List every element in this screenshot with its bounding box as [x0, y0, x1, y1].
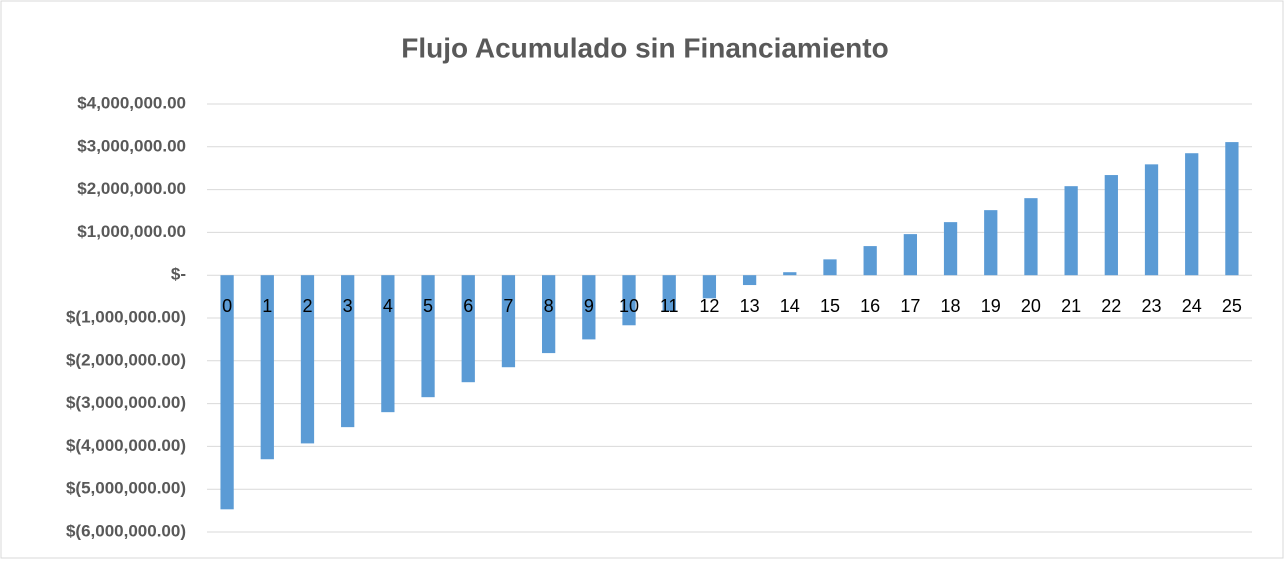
x-tick-label: 21: [1061, 296, 1081, 316]
x-tick-label: 11: [660, 296, 679, 316]
x-tick-label: 16: [860, 296, 880, 316]
x-tick-label: 2: [302, 296, 312, 316]
x-tick-label: 10: [619, 296, 639, 316]
x-tick-label: 0: [222, 296, 232, 316]
x-tick-label: 17: [900, 296, 920, 316]
bar: [903, 234, 917, 276]
y-tick-label: $1,000,000.00: [77, 222, 186, 241]
x-tick-label: 24: [1182, 296, 1202, 316]
bar: [943, 222, 958, 276]
y-tick-label: $(6,000,000.00): [66, 521, 186, 540]
bar: [622, 275, 636, 326]
y-tick-label: $(5,000,000.00): [66, 479, 186, 498]
x-tick-label: 19: [981, 296, 1001, 316]
chart-title: Flujo Acumulado sin Financiamiento: [401, 32, 888, 63]
y-tick-label: $(3,000,000.00): [66, 393, 186, 412]
bar: [421, 275, 435, 398]
bar: [984, 210, 998, 276]
x-tick-label: 9: [584, 296, 594, 316]
bar: [783, 272, 797, 276]
x-tick-label: 8: [544, 296, 554, 316]
bar: [501, 275, 516, 368]
bar: [702, 275, 717, 299]
x-tick-label: 15: [820, 296, 840, 316]
bar: [823, 259, 837, 276]
y-tick-label: $2,000,000.00: [77, 179, 186, 198]
bar: [260, 275, 274, 460]
y-tick-label: $(4,000,000.00): [66, 436, 186, 455]
bar: [742, 275, 757, 286]
y-tick-label: $-: [171, 265, 186, 284]
x-tick-label: 22: [1101, 296, 1121, 316]
bar: [582, 275, 596, 340]
bar: [1064, 186, 1078, 276]
x-tick-label: 12: [699, 296, 719, 316]
x-tick-label: 20: [1021, 296, 1041, 316]
x-tick-label: 6: [463, 296, 473, 316]
bar: [341, 275, 355, 428]
y-tick-label: $(1,000,000.00): [66, 307, 186, 326]
x-tick-label: 18: [941, 296, 961, 316]
bar: [1144, 164, 1159, 276]
x-tick-label: 13: [740, 296, 760, 316]
y-tick-label: $4,000,000.00: [77, 93, 186, 112]
bar: [1104, 175, 1118, 276]
bar: [1185, 153, 1199, 276]
bar: [220, 275, 234, 510]
x-tick-label: 23: [1142, 296, 1162, 316]
x-tick-label: 3: [343, 296, 353, 316]
y-tick-label: $(2,000,000.00): [66, 350, 186, 369]
x-tick-label: 4: [383, 296, 393, 316]
bar: [662, 275, 676, 312]
x-tick-label: 14: [780, 296, 800, 316]
bar: [863, 246, 877, 276]
bar: [1225, 142, 1239, 276]
x-tick-label: 1: [262, 296, 272, 316]
x-tick-label: 25: [1222, 296, 1242, 316]
bar: [461, 275, 475, 383]
x-tick-label: 5: [423, 296, 433, 316]
x-tick-label: 7: [503, 296, 513, 316]
bar: [300, 275, 315, 444]
bar: [542, 275, 556, 354]
bar: [1024, 198, 1038, 276]
y-tick-label: $3,000,000.00: [77, 136, 186, 155]
bar: [381, 275, 395, 413]
